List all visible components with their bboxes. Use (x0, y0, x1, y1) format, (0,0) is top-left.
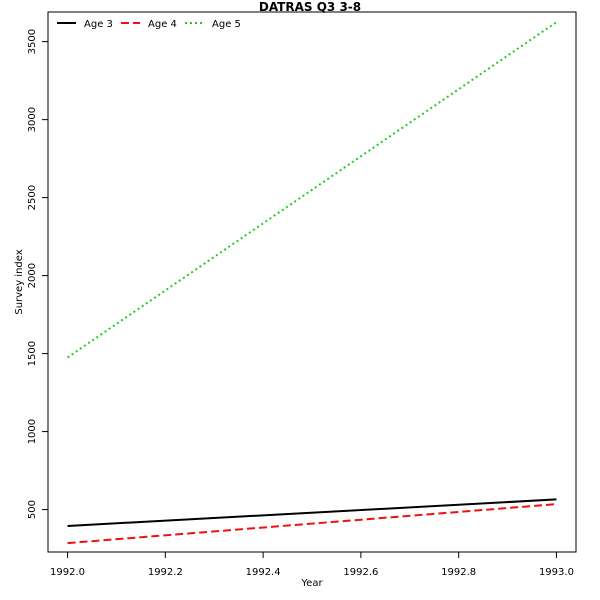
x-tick-label: 1993.0 (539, 567, 574, 578)
y-axis-label: Survey index (14, 249, 25, 314)
y-tick-label: 2000 (27, 263, 38, 288)
legend-label: Age 5 (212, 19, 241, 30)
series-line-age-4 (67, 503, 557, 545)
y-tick-label: 500 (27, 500, 38, 519)
x-tick-label: 1992.2 (148, 567, 183, 578)
x-axis: 1992.0 1992.2 1992.4 1992.6 1992.8 1993.0 (50, 552, 574, 578)
legend: Age 3 Age 4 Age 5 (57, 19, 241, 30)
y-tick-label: 3500 (27, 29, 38, 54)
x-axis-label: Year (300, 578, 323, 589)
plot-frame (47, 11, 577, 553)
y-axis: 500 1000 1500 2000 2500 3000 3500 (27, 29, 48, 519)
x-tick-label: 1992.8 (441, 567, 476, 578)
legend-label: Age 3 (84, 19, 113, 30)
x-tick-label: 1992.4 (246, 567, 281, 578)
legend-label: Age 4 (148, 19, 177, 30)
y-tick-label: 1000 (27, 419, 38, 444)
x-tick-label: 1992.0 (50, 567, 85, 578)
y-tick-label: 1500 (27, 341, 38, 366)
series-layer (66, 21, 558, 545)
y-tick-label: 2500 (27, 185, 38, 210)
x-tick-label: 1992.6 (343, 567, 378, 578)
chart-title: DATRAS Q3 3-8 (259, 0, 361, 14)
y-tick-label: 3000 (27, 107, 38, 132)
series-line-age-3 (67, 498, 557, 527)
series-line-age-5 (66, 21, 558, 359)
